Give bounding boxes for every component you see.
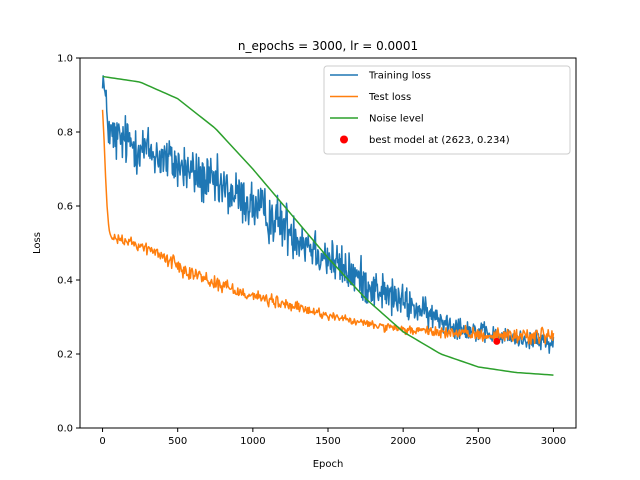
legend: Training loss Test loss Noise level best mo… [323, 65, 571, 155]
legend-label: best model at (2623, 0.234) [369, 135, 510, 146]
x-tick-label: 2000 [390, 436, 415, 447]
y-axis-label: Loss [32, 232, 43, 254]
best-model-marker [493, 337, 501, 345]
x-axis-label: Epoch [313, 459, 344, 470]
marker-layer [493, 337, 501, 345]
chart-title: n_epochs = 3000, lr = 0.0001 [238, 39, 418, 53]
series-line-training-loss [101, 75, 555, 354]
legend-label: Test loss [368, 92, 411, 103]
y-tick-label: 0.0 [57, 424, 73, 435]
x-tick-label: 2500 [466, 436, 491, 447]
legend-box [323, 65, 571, 155]
y-tick-label: 0.6 [57, 202, 73, 213]
y-tick-label: 0.2 [57, 350, 73, 361]
y-axis-ticks: 0.0 0.2 0.4 0.6 0.8 1.0 [57, 54, 80, 435]
plot-area [101, 75, 555, 376]
y-tick-label: 1.0 [57, 54, 73, 65]
legend-label: Training loss [368, 71, 431, 82]
x-tick-label: 1000 [240, 436, 265, 447]
legend-label: Noise level [369, 114, 424, 125]
x-tick-label: 1500 [315, 436, 340, 447]
x-tick-label: 0 [99, 436, 105, 447]
series-line-noise-level [102, 75, 554, 376]
x-tick-label: 3000 [541, 436, 566, 447]
x-tick-label: 500 [168, 436, 187, 447]
series-layer [101, 75, 555, 376]
x-axis-ticks: 0 500 1000 1500 2000 2500 3000 [99, 428, 566, 447]
y-tick-label: 0.8 [57, 128, 73, 139]
series-line-test-loss [101, 109, 555, 345]
legend-swatch [340, 135, 348, 144]
y-tick-label: 0.4 [57, 276, 73, 287]
